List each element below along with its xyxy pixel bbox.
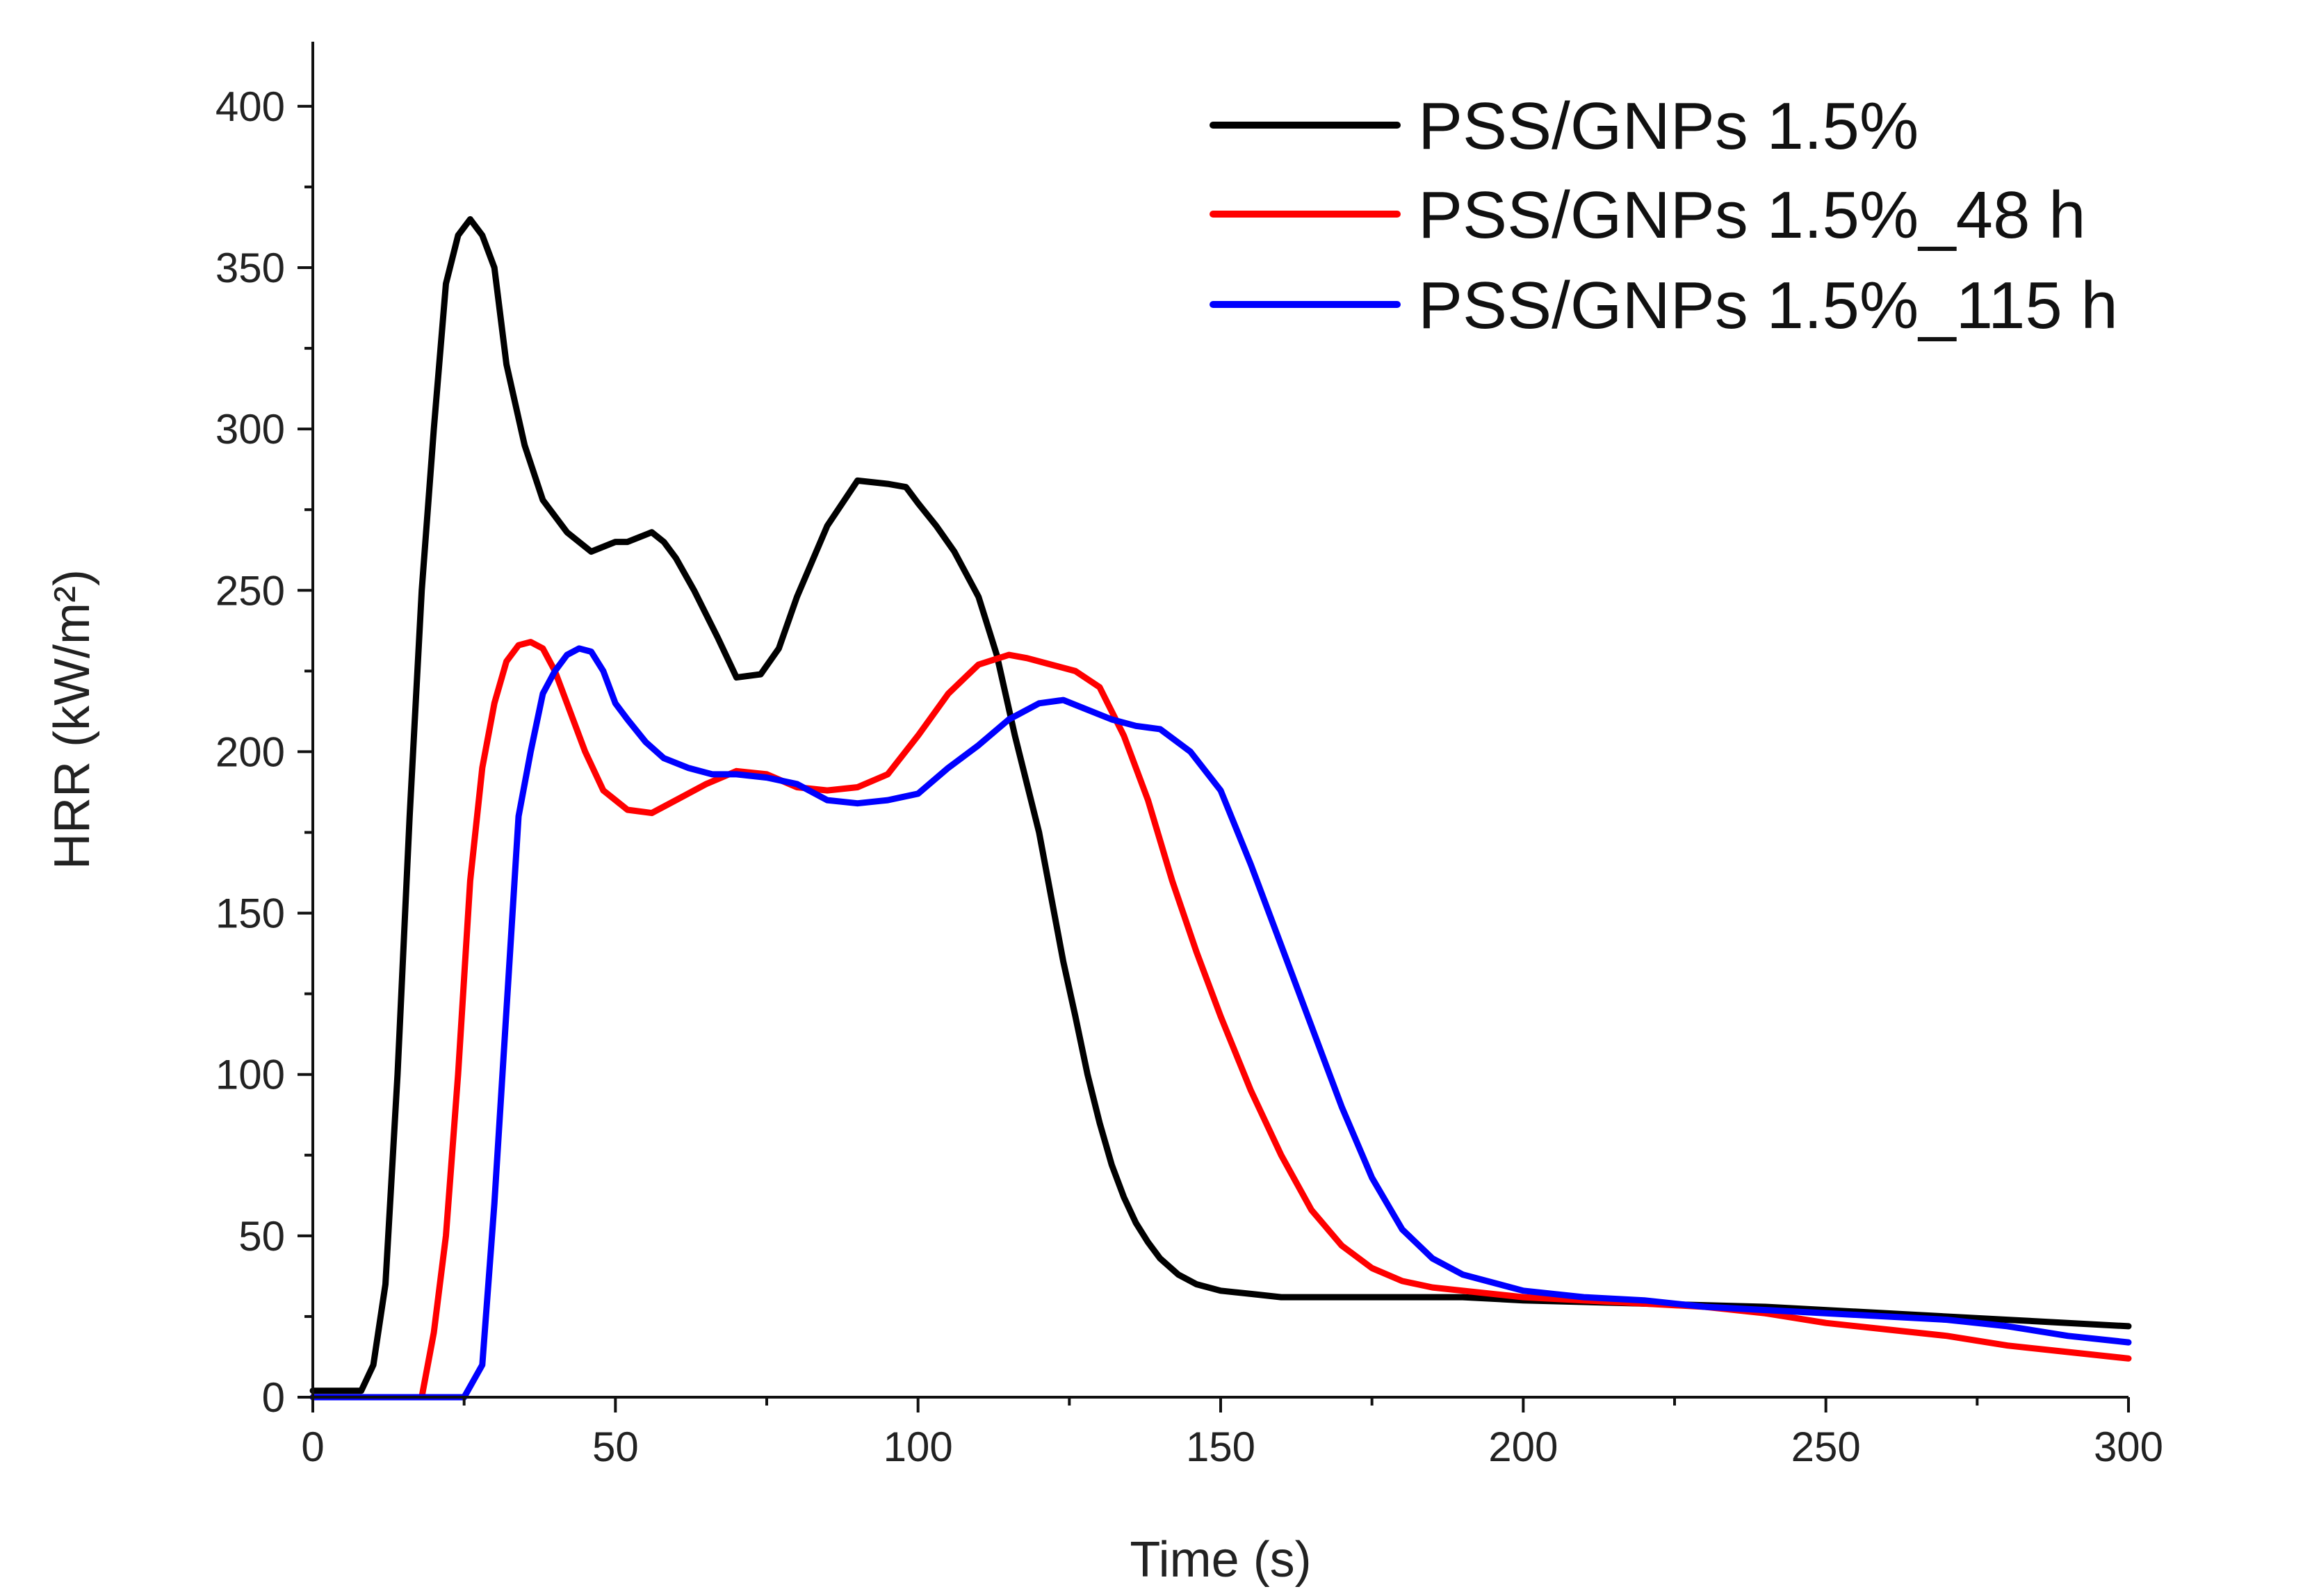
series-line-0 xyxy=(309,215,2132,1394)
ticks-layer: 0 50 100 150 200 250 300 0 50 100 150 200 250 300 350 4… xyxy=(215,83,2163,1470)
y-tick-label: 200 xyxy=(215,728,285,775)
x-tick-label: 150 xyxy=(1186,1424,1255,1470)
series-line-1 xyxy=(309,639,2132,1401)
x-tick-label: 50 xyxy=(592,1424,639,1470)
y-tick-label: 0 xyxy=(262,1374,285,1421)
x-tick-label: 300 xyxy=(2094,1424,2163,1470)
series-layer xyxy=(309,215,2132,1401)
legend: PSS/GNPs 1.5% PSS/GNPs 1.5%_48 h PSS/GNPs … xyxy=(1210,89,2118,343)
y-tick-label: 400 xyxy=(215,83,285,130)
series-line-2 xyxy=(309,645,2132,1401)
y-tick-label: 50 xyxy=(238,1213,285,1260)
y-axis-title: HRR (kW/m²) xyxy=(44,569,100,870)
legend-label-1: PSS/GNPs 1.5%_48 h xyxy=(1418,178,2086,252)
y-tick-label: 350 xyxy=(215,245,285,291)
x-tick-label: 100 xyxy=(884,1424,953,1470)
x-tick-label: 250 xyxy=(1791,1424,1861,1470)
y-tick-label: 300 xyxy=(215,406,285,453)
x-axis-title: Time (s) xyxy=(1130,1532,1311,1588)
x-tick-label: 0 xyxy=(301,1424,324,1470)
y-tick-label: 250 xyxy=(215,567,285,614)
y-tick-label: 150 xyxy=(215,890,285,937)
legend-label-2: PSS/GNPs 1.5%_115 h xyxy=(1418,268,2118,343)
y-tick-label: 100 xyxy=(215,1052,285,1098)
x-tick-label: 200 xyxy=(1488,1424,1558,1470)
legend-label-0: PSS/GNPs 1.5% xyxy=(1418,89,1919,163)
